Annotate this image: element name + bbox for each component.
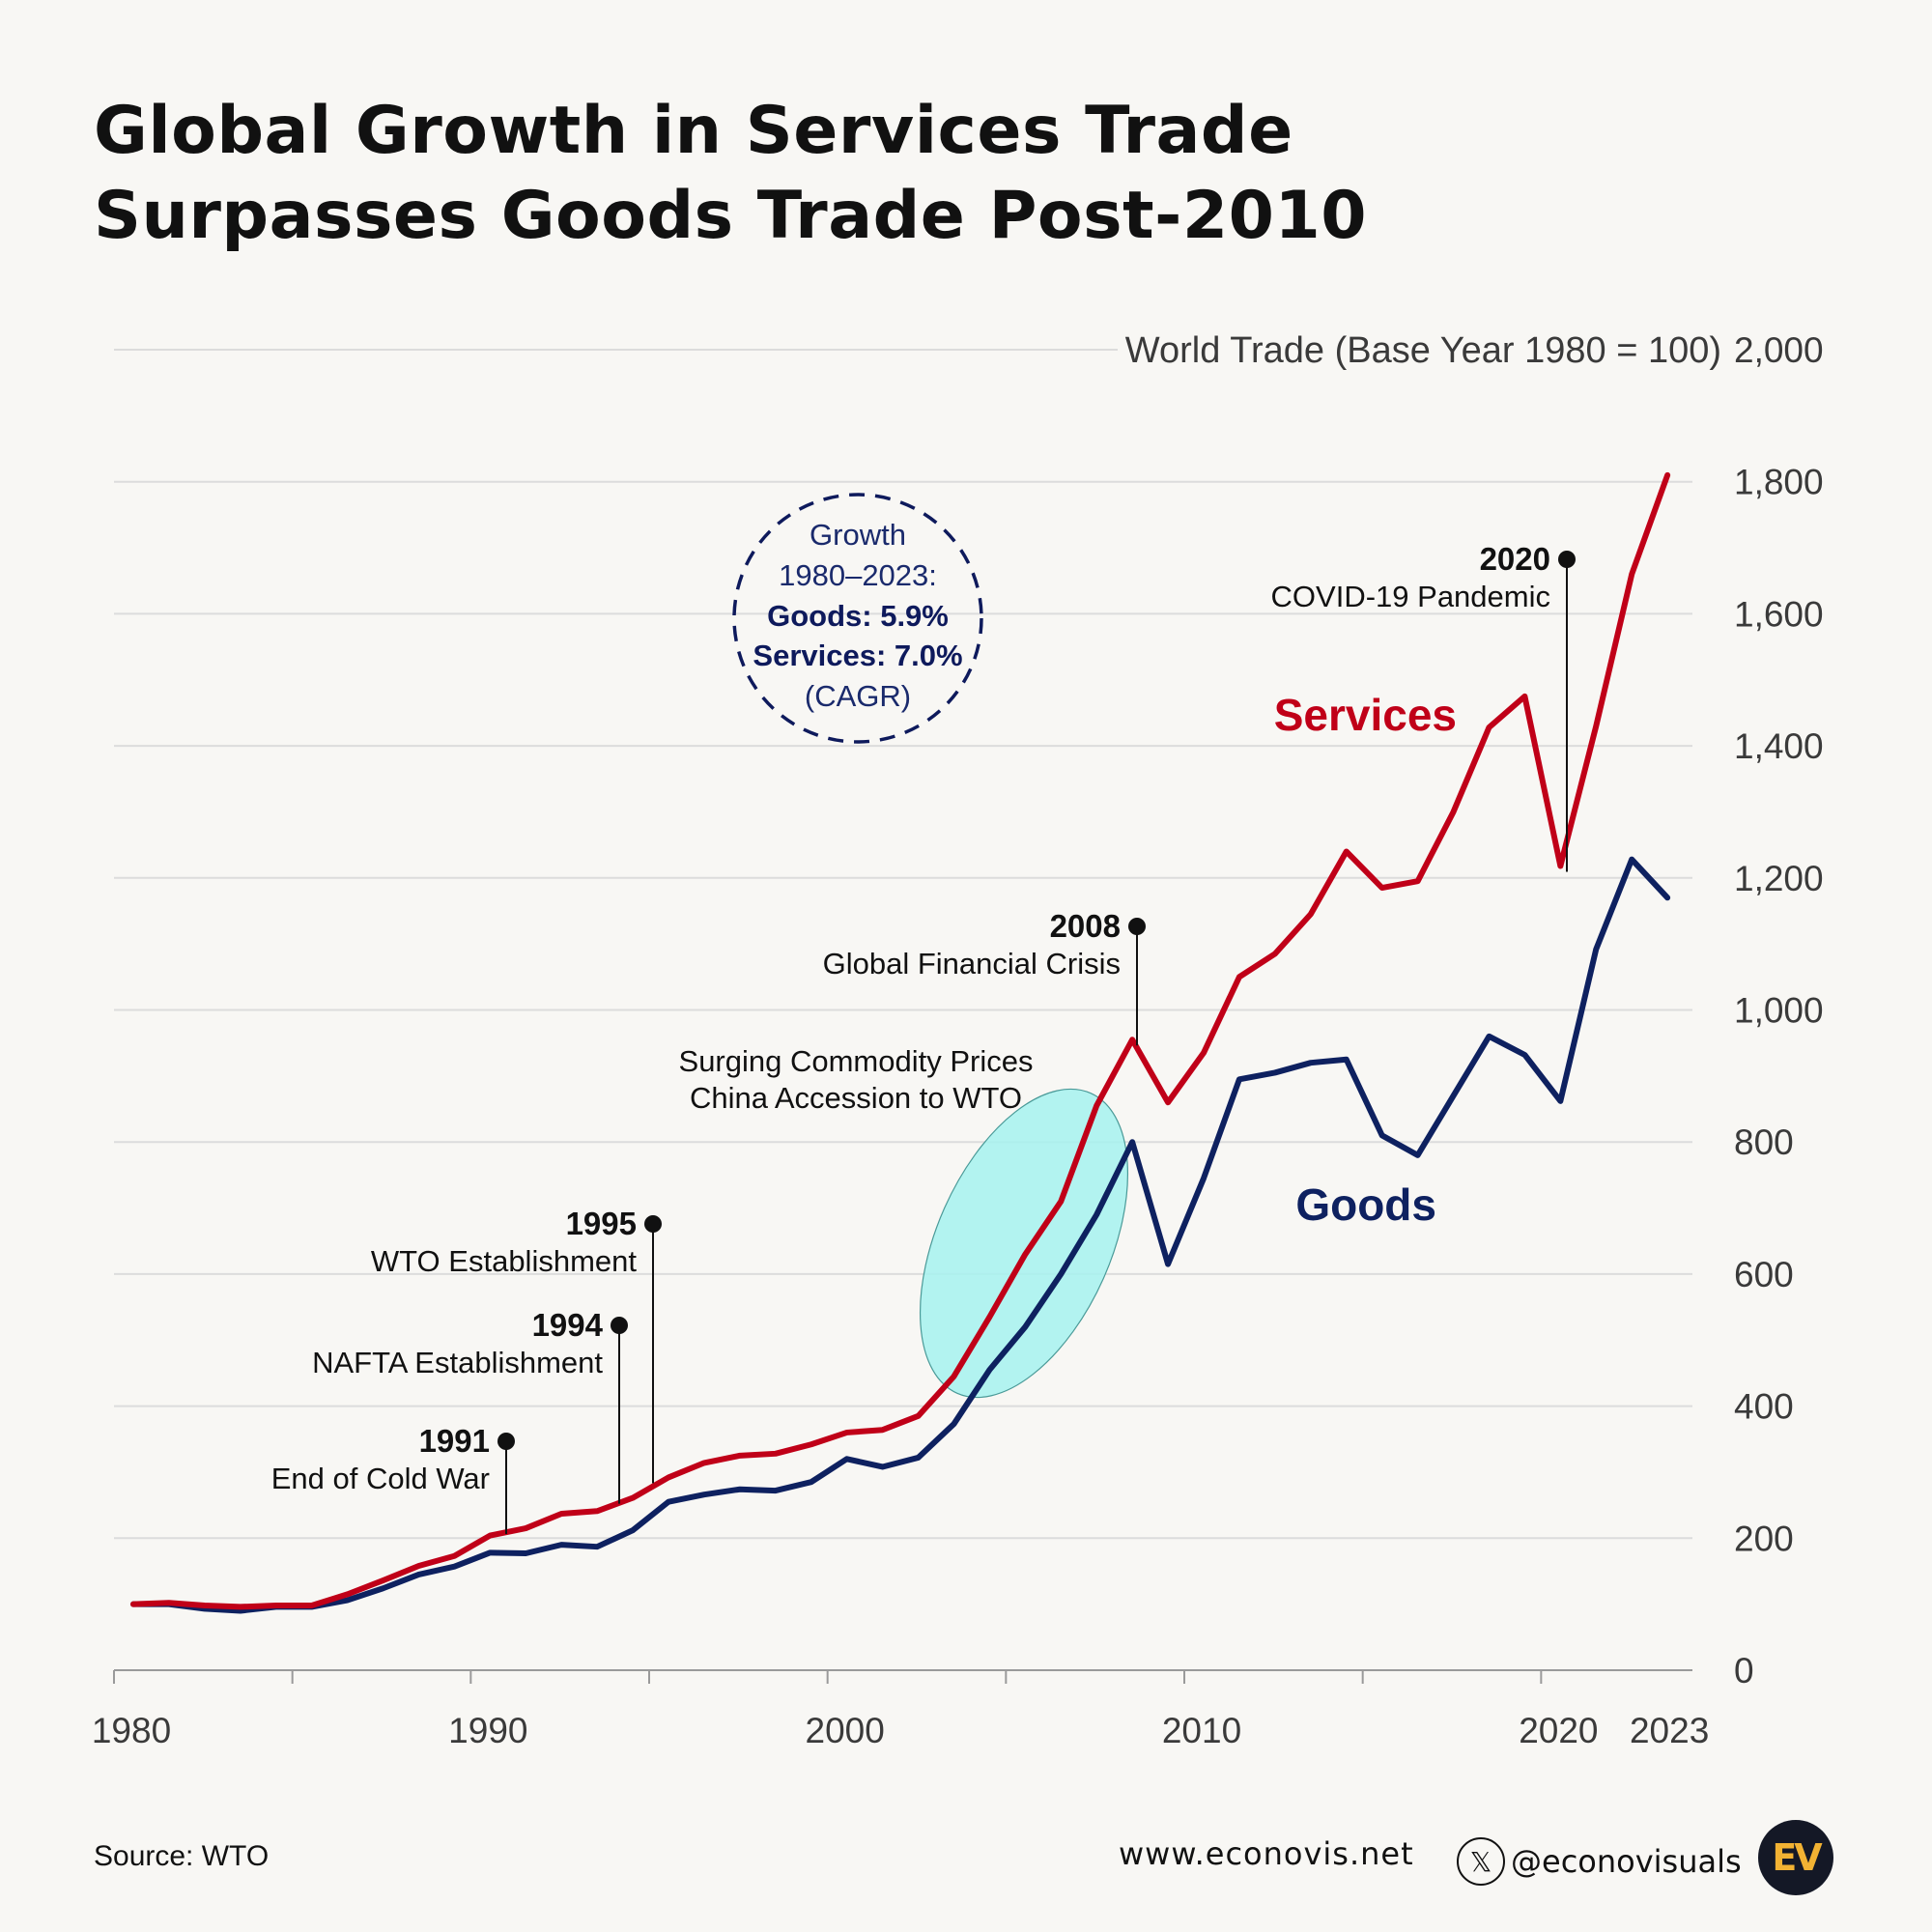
annotation-marker xyxy=(497,1433,515,1450)
annotation-text: Global Financial Crisis xyxy=(823,947,1121,980)
annotation-text: NAFTA Establishment xyxy=(312,1346,603,1379)
chart-title: Global Growth in Services Trade Surpasse… xyxy=(94,89,1367,259)
annotation-marker xyxy=(1128,918,1146,935)
y-axis-ticks: 0 200 400 600 800 1,000 1,200 1,400 1,600 1,800 2,… xyxy=(1734,330,1824,1690)
x-tick-label: 2023 xyxy=(1630,1711,1709,1750)
x-tick-label: 2010 xyxy=(1162,1711,1241,1750)
econovis-logo: EV xyxy=(1758,1820,1833,1895)
cagr-line2: 1980–2023: xyxy=(779,558,937,592)
series-line-services xyxy=(130,471,1671,1610)
series-label-services: Services xyxy=(1274,690,1457,740)
annotation-text: End of Cold War xyxy=(271,1462,490,1495)
y-tick-label: 1,000 xyxy=(1734,991,1824,1031)
social-handle: @econovisuals xyxy=(1511,1843,1742,1880)
cagr-note: Growth 1980–2023: Goods: 5.9% Services: 7.0… xyxy=(732,493,983,744)
highlight-label-line1: Surging Commodity Prices xyxy=(679,1044,1034,1078)
y-tick-label: 200 xyxy=(1734,1519,1794,1558)
title-line-2: Surpasses Goods Trade Post-2010 xyxy=(94,178,1368,254)
source-note: Source: WTO xyxy=(94,1840,270,1872)
cagr-line3: Goods: 5.9% xyxy=(767,599,949,633)
y-tick-label: 1,200 xyxy=(1734,859,1824,898)
annotation-text: COVID-19 Pandemic xyxy=(1271,580,1550,613)
annotation-year: 1991 xyxy=(419,1423,490,1459)
y-axis-label: World Trade (Base Year 1980 = 100) xyxy=(1125,330,1721,371)
y-tick-label: 1,600 xyxy=(1734,594,1824,634)
gridlines xyxy=(114,349,1692,1671)
annotation-year: 2008 xyxy=(1050,908,1121,944)
y-tick-label: 400 xyxy=(1734,1387,1794,1427)
x-logo-icon: 𝕏 xyxy=(1457,1837,1505,1886)
x-tick-label: 2020 xyxy=(1519,1711,1598,1750)
chart-labels: World Trade (Base Year 1980 = 100) Servic… xyxy=(732,330,1721,1230)
annotation-marker xyxy=(644,1215,662,1233)
y-tick-label: 800 xyxy=(1734,1122,1794,1162)
series-line-goods xyxy=(130,856,1671,1614)
y-tick-label: 1,400 xyxy=(1734,726,1824,766)
x-tick-label: 1990 xyxy=(448,1711,527,1750)
cagr-line1: Growth xyxy=(810,518,906,552)
cagr-dashed-circle xyxy=(732,493,983,744)
y-tick-label: 1,800 xyxy=(1734,463,1824,502)
series-label-goods: Goods xyxy=(1295,1179,1436,1230)
annotation-text: WTO Establishment xyxy=(371,1244,637,1278)
annotation-year: 1994 xyxy=(532,1307,604,1343)
website-link[interactable]: www.econovis.net xyxy=(1119,1835,1414,1872)
cagr-line4: Services: 7.0% xyxy=(753,639,962,672)
annotation-marker xyxy=(611,1317,628,1334)
x-axis: 1980 1990 2000 2010 2020 2023 xyxy=(92,1670,1709,1750)
annotation-marker xyxy=(1558,551,1576,568)
y-tick-label: 2,000 xyxy=(1734,330,1824,370)
y-tick-label: 0 xyxy=(1734,1651,1754,1690)
y-tick-label: 600 xyxy=(1734,1255,1794,1294)
cagr-line5: (CAGR) xyxy=(805,679,911,713)
highlight-label-line2: China Accession to WTO xyxy=(690,1081,1022,1115)
annotation-year: 1995 xyxy=(566,1206,637,1241)
x-tick-label: 2000 xyxy=(806,1711,885,1750)
x-tick-label: 1980 xyxy=(92,1711,171,1750)
title-line-1: Global Growth in Services Trade xyxy=(94,93,1293,169)
series-lines xyxy=(130,471,1671,1614)
annotation-year: 2020 xyxy=(1480,541,1550,577)
social-handle-group[interactable]: 𝕏 @econovisuals xyxy=(1457,1837,1742,1886)
